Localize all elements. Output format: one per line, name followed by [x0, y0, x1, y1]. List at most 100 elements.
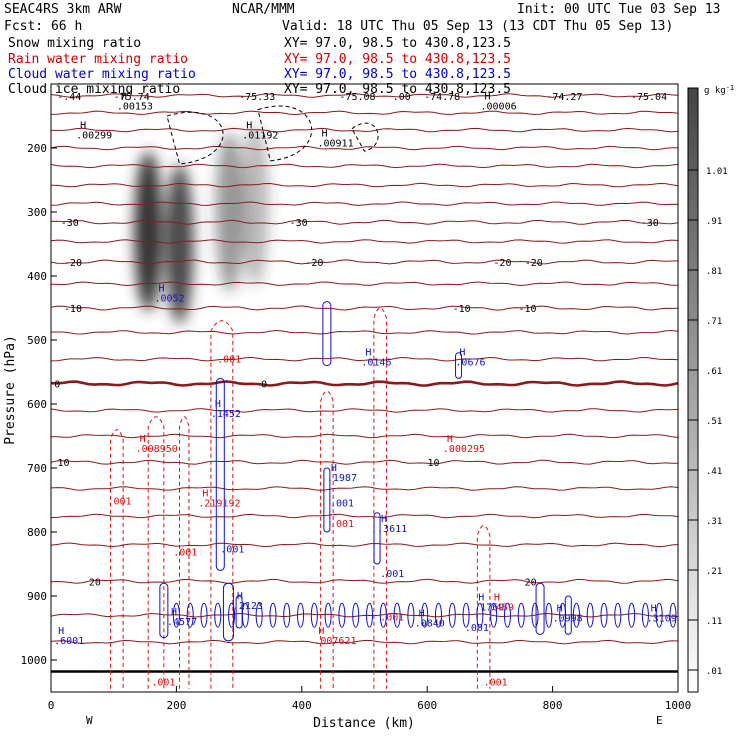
cloud-water-contour	[215, 377, 225, 571]
isotherm-line	[51, 127, 678, 133]
high-marker: H	[158, 284, 164, 295]
field-snow-xy: XY= 97.0, 98.5 to 430.8,123.5	[284, 36, 511, 51]
cloud-water-contour	[297, 602, 305, 628]
isotherm-line	[51, 542, 678, 548]
colorbar-label: .11	[706, 617, 722, 627]
high-marker: H	[202, 488, 208, 499]
valid-time: Valid: 18 UTC Thu 05 Sep 13 (13 CDT Thu …	[282, 19, 673, 34]
isotherm-label: -30	[290, 218, 308, 229]
colorbar-label: .81	[706, 267, 722, 277]
high-marker: H	[459, 348, 465, 359]
top-label: -75.33	[239, 92, 275, 103]
isotherm-line	[51, 433, 678, 439]
cloud-water-contour	[531, 602, 539, 628]
high-marker: H	[365, 348, 371, 359]
isotherm-line	[51, 163, 678, 169]
colorbar-label: .31	[706, 517, 722, 527]
org-label: NCAR/MMM	[232, 2, 295, 17]
high-marker: H	[478, 593, 484, 604]
high-marker: H	[58, 626, 64, 637]
annotation-value: .000295	[443, 444, 485, 455]
annotation-value: .008950	[136, 444, 178, 455]
isotherm-line	[51, 329, 678, 335]
top-label: -74.27	[546, 92, 582, 103]
colorbar-label: .61	[706, 367, 722, 377]
field-ice-xy: XY= 97.0, 98.5 to 430.8,123.5	[284, 82, 511, 97]
rain-contour	[179, 416, 190, 689]
isotherm-line	[51, 356, 678, 362]
annotation-value: .1987	[327, 473, 357, 484]
annotation-value: .001	[484, 678, 508, 689]
field-snow-name: Snow mixing ratio	[8, 36, 141, 51]
x-tick-label: 200	[166, 699, 186, 712]
annotation-value: .00153	[117, 102, 153, 113]
cloud-water-contour	[586, 602, 594, 628]
isotherm-line	[51, 239, 678, 244]
field-rain-name: Rain water mixing ratio	[8, 52, 188, 67]
annotation-value: .001	[465, 623, 489, 634]
rain-contour	[210, 320, 234, 689]
annotation-value: .007621	[314, 636, 356, 647]
y-tick-label: 500	[27, 334, 47, 347]
high-marker: H	[321, 129, 327, 140]
high-marker: H	[246, 120, 252, 131]
isotherm-line	[51, 612, 678, 618]
cloud-water-contour	[222, 582, 234, 642]
isotherm-label: -20	[305, 258, 323, 269]
high-marker: H	[494, 593, 500, 604]
cloud-water-contour	[517, 602, 525, 628]
cloud-water-contour	[434, 602, 442, 628]
cloud-water-contour	[545, 602, 553, 628]
isotherm-label: -10	[518, 304, 536, 315]
isotherm-line	[51, 513, 678, 519]
high-marker: H	[140, 434, 146, 445]
cloud-water-contour	[241, 602, 249, 628]
annotation-value: .001	[217, 354, 241, 365]
isotherm-line	[51, 408, 678, 413]
isotherm-label: 20	[89, 577, 101, 588]
high-marker: H	[484, 92, 490, 103]
y-tick-label: 800	[27, 526, 47, 539]
top-label: -74.78	[424, 92, 460, 103]
isotherm-label: -20	[525, 258, 543, 269]
cloud-water-contour	[322, 301, 332, 367]
colorbar: g kg-1 .01 .11 .21 .31 .41 .51 .61 .71 .81 .91 1.0…	[687, 84, 734, 693]
isotherm-0	[51, 380, 678, 387]
isotherm-line	[51, 639, 678, 645]
cloud-water-contour	[448, 602, 456, 628]
x-tick-label: 800	[543, 699, 563, 712]
cloud-water-contour	[323, 467, 331, 533]
cloud-water-contour	[352, 602, 360, 628]
annotation-value: .001	[330, 519, 354, 530]
isotherm-label: -20	[493, 258, 511, 269]
colorbar-label: .41	[706, 467, 722, 477]
cloud-water-contour	[159, 582, 169, 639]
top-label: -.44	[57, 92, 81, 103]
cloud-water-contour	[379, 602, 387, 628]
cloud-water-contour	[614, 602, 622, 628]
cloud-water-contour	[172, 602, 180, 628]
annotation-value: .01192	[242, 130, 278, 141]
x-tick-label: 600	[417, 699, 437, 712]
annotation-value: .6001	[54, 636, 84, 647]
isotherm-line	[51, 486, 678, 491]
cloud-water-contour	[200, 602, 208, 628]
annotation-value: .3611	[377, 524, 407, 535]
isotherm-label: 0	[54, 380, 60, 391]
cloud-water-contour	[572, 602, 580, 628]
cloud-water-contour	[503, 602, 511, 628]
cloud-water-contour	[455, 352, 463, 379]
annotation-value: .1769	[474, 603, 504, 614]
y-tick-label: 600	[27, 398, 47, 411]
colorbar-label: .91	[706, 217, 722, 227]
cloud-water-contour	[393, 602, 401, 628]
annotation-value: .001	[380, 612, 404, 623]
field-cloud-name: Cloud water mixing ratio	[8, 67, 196, 82]
isotherm-label: -30	[641, 218, 659, 229]
high-marker: H	[80, 120, 86, 131]
annotation-value: .0146	[361, 358, 391, 369]
cloud-water-contour	[490, 602, 498, 628]
high-marker: H	[171, 607, 177, 618]
cloud-water-contour	[255, 602, 263, 628]
cloud-water-contour	[324, 602, 332, 628]
